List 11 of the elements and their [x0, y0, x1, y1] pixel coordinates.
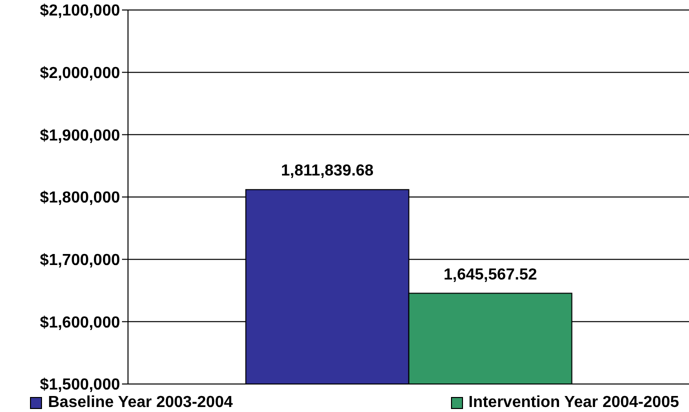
legend-label: Intervention Year 2004-2005	[468, 394, 679, 412]
y-tick-label: $1,900,000	[40, 127, 120, 144]
y-tick-label: $1,700,000	[40, 252, 120, 270]
data-label: 1,645,567.52	[444, 266, 538, 284]
y-tick-label: $1,600,000	[40, 314, 120, 332]
data-label: 1,811,839.68	[281, 162, 374, 180]
legend-label: Baseline Year 2003-2004	[47, 394, 233, 412]
y-tick-label: $2,100,000	[40, 2, 120, 20]
y-tick-label: $1,500,000	[40, 376, 120, 394]
y-tick-label: $2,000,000	[40, 65, 120, 82]
y-tick-label: $1,800,000	[40, 190, 120, 207]
